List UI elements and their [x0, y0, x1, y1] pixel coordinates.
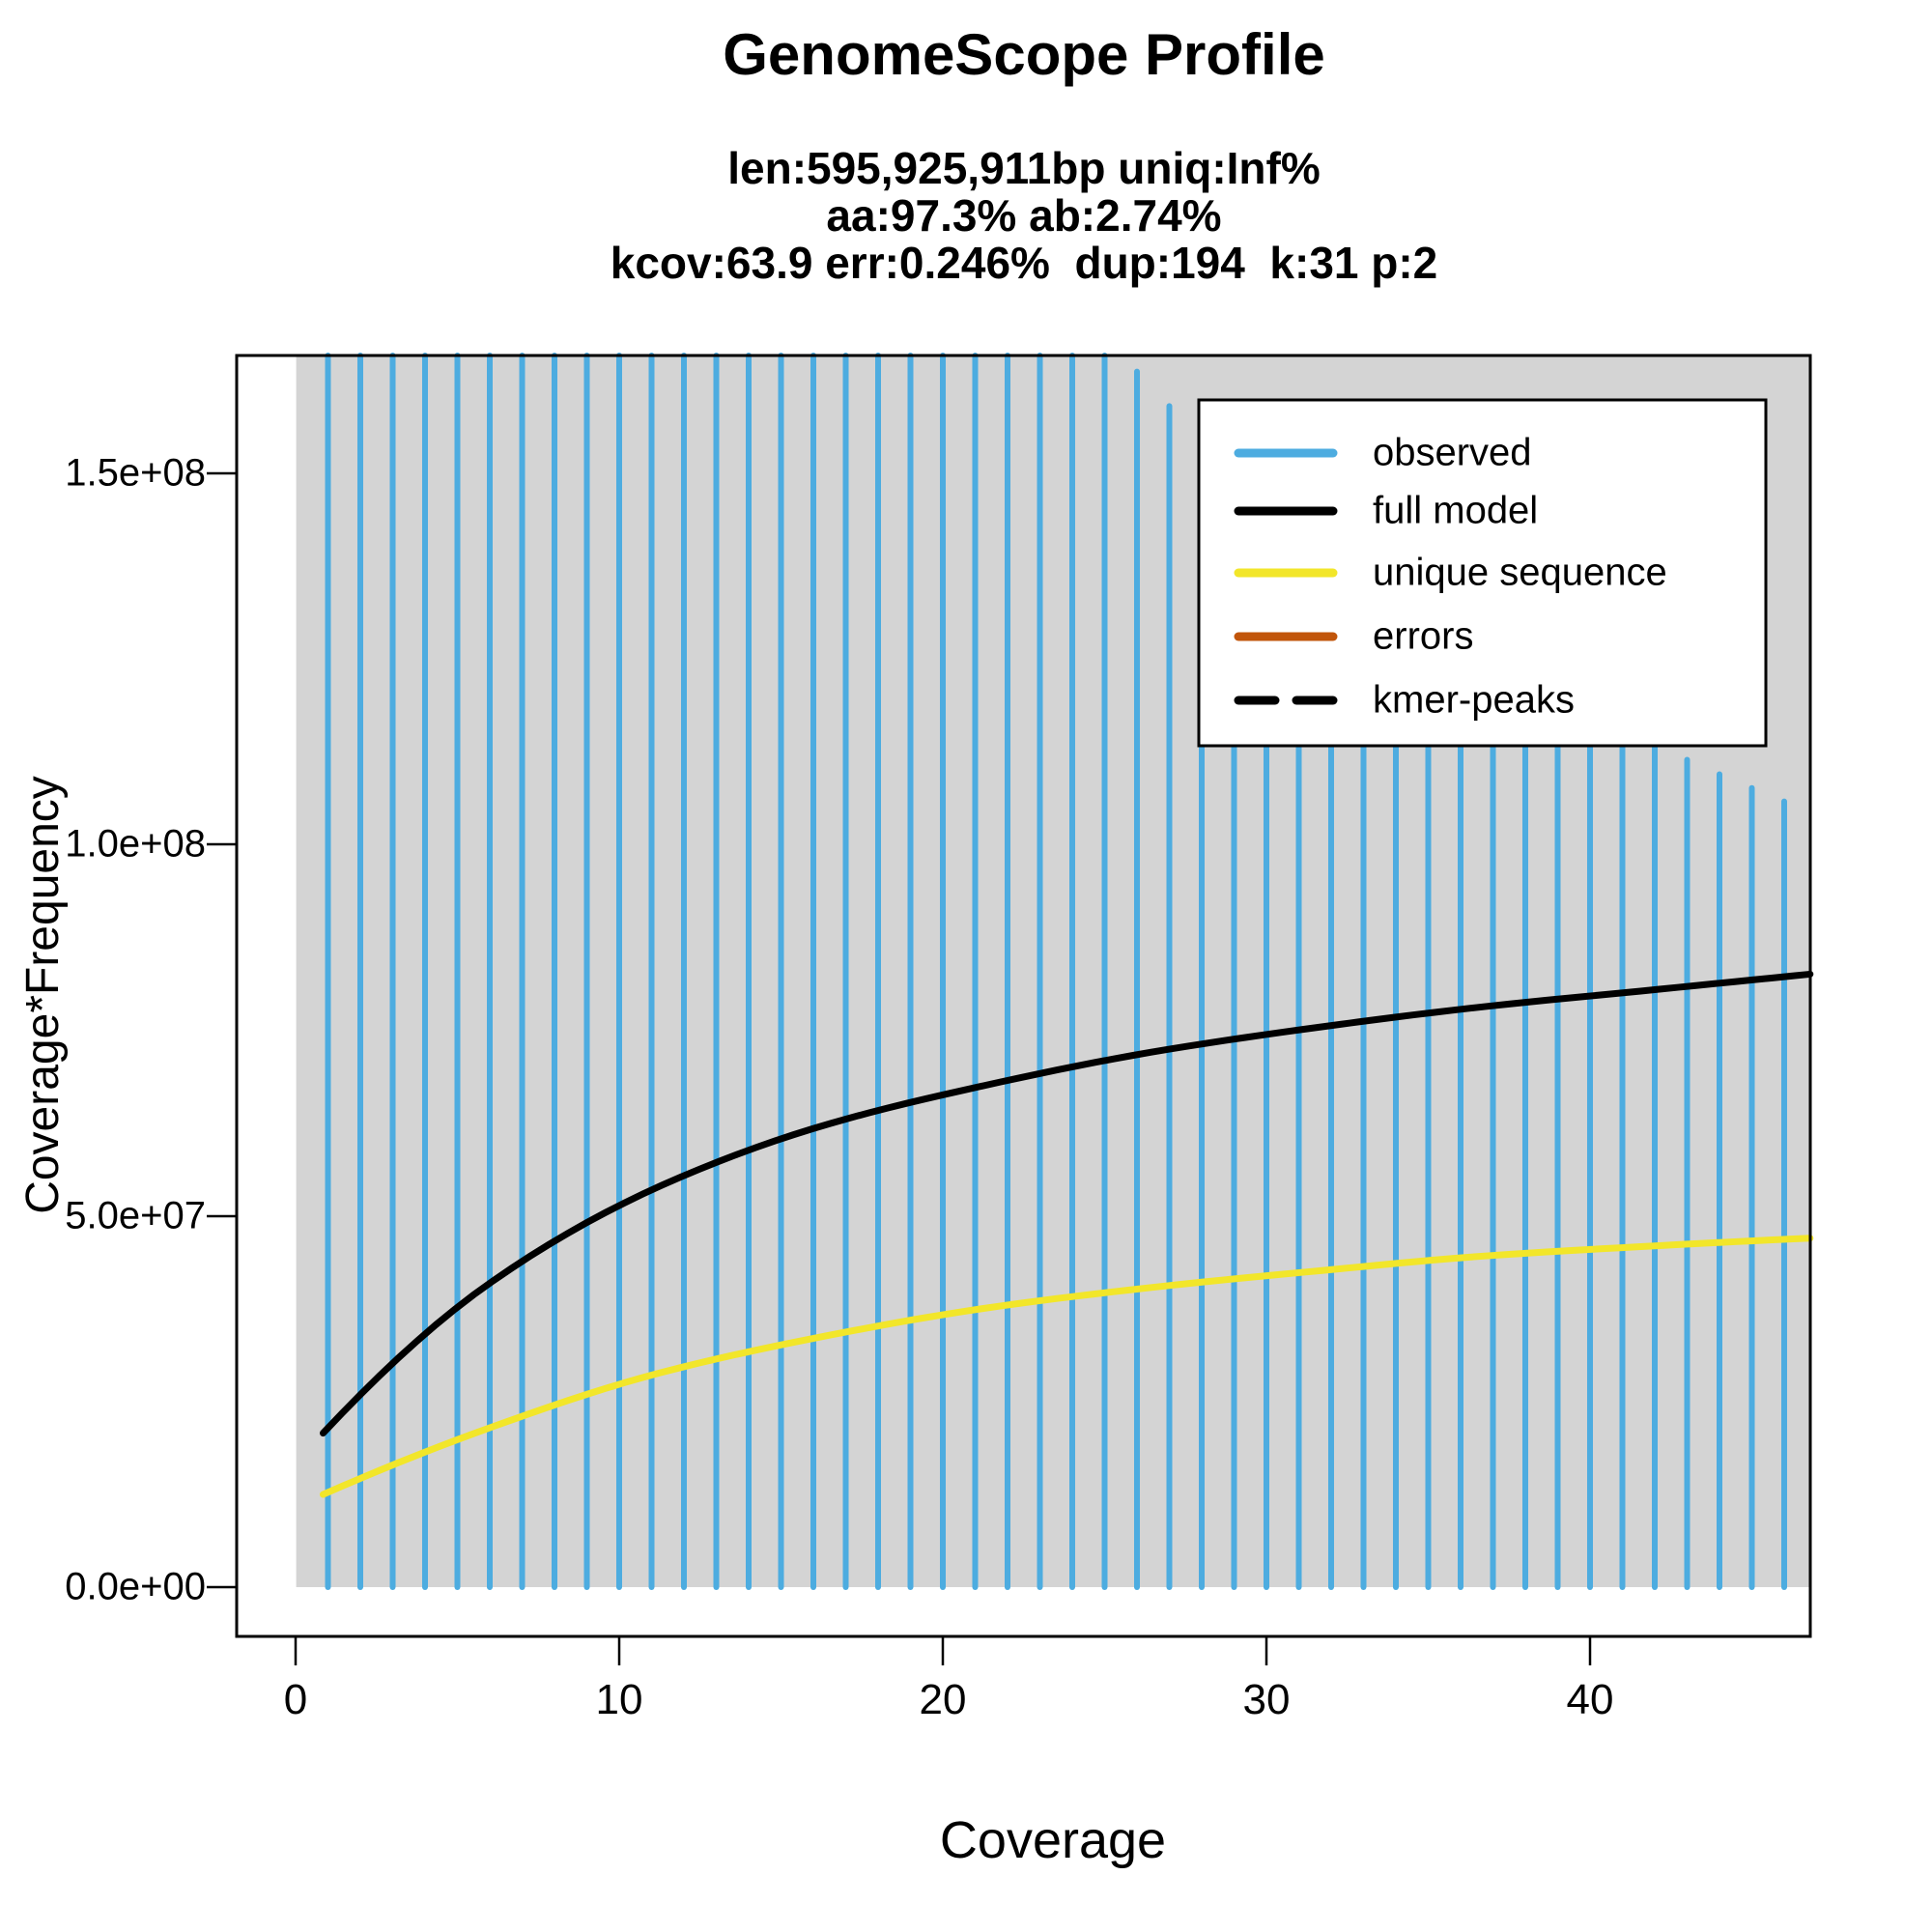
- svg-text:Coverage*Frequency: Coverage*Frequency: [17, 776, 69, 1214]
